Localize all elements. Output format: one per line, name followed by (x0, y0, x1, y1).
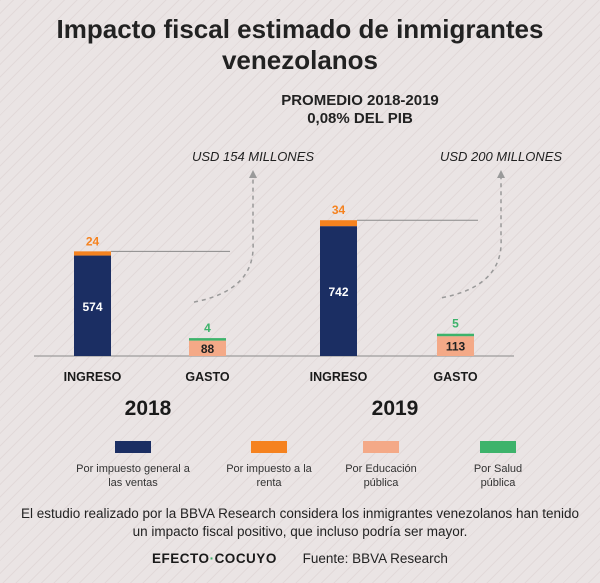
legend-swatch-salud (480, 441, 516, 453)
category-label-ingreso-2018: INGRESO (64, 370, 122, 384)
brand-logo-right: COCUYO (214, 551, 277, 566)
legend-swatch-educacion (363, 441, 399, 453)
fiscal-impact-chart: 574 24 INGRESO 88 4 GASTO USD 154 MILLONES 2018… (34, 149, 562, 420)
bar-segment-ventas-2019-ingreso (320, 226, 357, 356)
data-label-salud-2019: 5 (452, 317, 459, 331)
net-arrow-head-2019 (497, 170, 505, 178)
data-label-educacion-2018: 88 (201, 342, 215, 356)
bar-segment-ventas-2018-ingreso (74, 255, 111, 356)
brand-logo-separator: · (209, 551, 215, 566)
data-label-renta-2019: 34 (332, 203, 346, 217)
data-label-ventas-2018: 574 (82, 300, 102, 314)
bar-segment-salud-2018-gasto (189, 338, 226, 341)
net-impact-label-2019: USD 200 MILLONES (440, 149, 562, 164)
legend-item-salud: Por Salud pública (428, 441, 568, 490)
legend-label-salud: Por Salud pública (473, 463, 523, 489)
legend-label-ventas: Por impuesto general a las ventas (76, 463, 190, 489)
category-label-gasto-2018: GASTO (185, 370, 229, 384)
data-label-salud-2018: 4 (204, 321, 211, 335)
year-label-2018: 2018 (125, 397, 172, 420)
bar-segment-salud-2019-gasto (437, 333, 474, 337)
net-arrow-2018 (193, 178, 254, 303)
average-pib: 0,08% DEL PIB (307, 110, 413, 127)
data-label-renta-2018: 24 (86, 234, 100, 248)
source-credit: Fuente: BBVA Research (302, 551, 448, 566)
legend-item-educacion: Por Educación pública (311, 441, 451, 490)
net-arrow-2019 (441, 178, 502, 299)
brand-logo: EFECTO·COCUYO (152, 551, 277, 566)
category-label-ingreso-2019: INGRESO (310, 370, 368, 384)
data-label-ventas-2019: 742 (328, 285, 348, 299)
legend-label-educacion: Por Educación pública (345, 463, 417, 489)
chart-title: Impacto fiscal estimado de inmigrantes v… (0, 14, 600, 76)
bar-segment-renta-2018-ingreso (74, 251, 111, 256)
net-impact-label-2018: USD 154 MILLONES (192, 149, 314, 164)
study-note: El estudio realizado por la BBVA Researc… (20, 506, 580, 539)
bar-segment-educacion-2019-gasto (437, 336, 474, 356)
chart-title-text: Impacto fiscal estimado de inmigrantes v… (56, 14, 544, 75)
brand-logo-left: EFECTO (152, 551, 210, 566)
average-period: PROMEDIO 2018-2019 (281, 92, 439, 109)
legend-item-renta: Por impuesto a la renta (199, 441, 339, 490)
legend-swatch-renta (251, 441, 287, 453)
data-label-educacion-2019: 113 (446, 340, 466, 354)
legend-item-ventas: Por impuesto general a las ventas (63, 441, 203, 490)
legend-label-renta: Por impuesto a la renta (226, 463, 312, 489)
bar-segment-renta-2019-ingreso (320, 220, 357, 227)
year-label-2019: 2019 (372, 397, 419, 420)
category-label-gasto-2019: GASTO (433, 370, 477, 384)
net-arrow-head-2018 (249, 170, 257, 178)
average-annotation: PROMEDIO 2018-2019 0,08% DEL PIB (250, 92, 470, 128)
footer: EFECTO·COCUYO Fuente: BBVA Research (0, 551, 600, 566)
bar-segment-educacion-2018-gasto (189, 340, 226, 356)
legend-swatch-ventas (115, 441, 151, 453)
